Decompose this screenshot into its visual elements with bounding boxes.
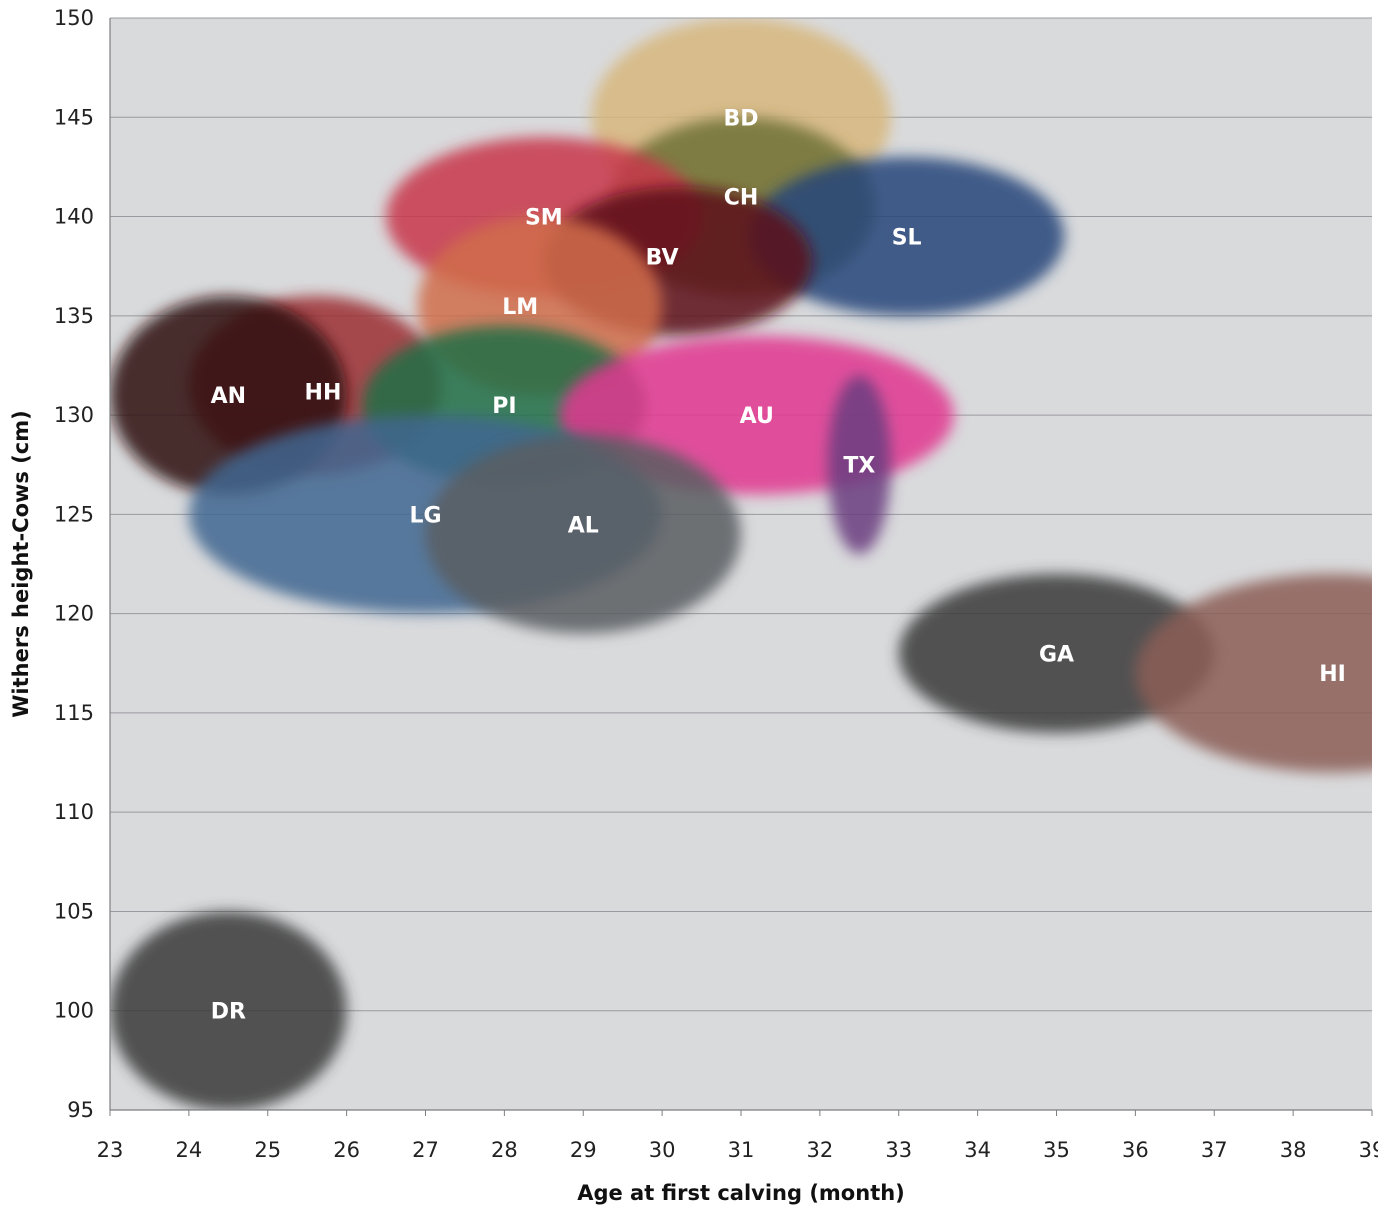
breed-ellipse-sl xyxy=(748,156,1065,316)
x-tick-label: 26 xyxy=(333,1138,360,1162)
y-tick-label: 100 xyxy=(54,999,94,1023)
breed-label-sm: SM xyxy=(525,206,563,231)
breed-label-bd: BD xyxy=(723,106,758,131)
x-tick-label: 33 xyxy=(885,1138,912,1162)
x-tick-label: 36 xyxy=(1122,1138,1149,1162)
y-tick-label: 110 xyxy=(54,800,94,824)
breed-label-tx: TX xyxy=(843,454,875,479)
breed-label-ga: GA xyxy=(1039,642,1074,667)
x-tick-label: 38 xyxy=(1280,1138,1307,1162)
y-tick-label: 120 xyxy=(54,602,94,626)
y-axis-title: Withers height-Cows (cm) xyxy=(9,410,33,717)
x-tick-label: 27 xyxy=(412,1138,439,1162)
y-tick-label: 135 xyxy=(54,304,94,328)
x-tick-label: 24 xyxy=(176,1138,203,1162)
y-tick-label: 115 xyxy=(54,701,94,725)
y-tick-label: 125 xyxy=(54,502,94,526)
x-tick-label: 31 xyxy=(728,1138,755,1162)
x-tick-label: 29 xyxy=(570,1138,597,1162)
x-tick-label: 39 xyxy=(1359,1138,1378,1162)
y-tick-label: 140 xyxy=(54,205,94,229)
breed-label-au: AU xyxy=(740,404,774,429)
x-tick-label: 32 xyxy=(807,1138,834,1162)
x-axis-title: Age at first calving (month) xyxy=(577,1181,905,1205)
breed-ellipse-ga xyxy=(898,573,1215,733)
breed-ellipse-hi xyxy=(1135,573,1372,773)
y-tick-label: 95 xyxy=(67,1098,94,1122)
breed-label-hi: HI xyxy=(1319,662,1346,687)
x-tick-label: 28 xyxy=(491,1138,518,1162)
breed-label-dr: DR xyxy=(211,1000,246,1025)
x-tick-label: 37 xyxy=(1201,1138,1228,1162)
x-tick-label: 34 xyxy=(964,1138,991,1162)
breed-ellipse-dr xyxy=(110,911,347,1110)
y-tick-label: 105 xyxy=(54,899,94,923)
y-tick-label: 130 xyxy=(54,403,94,427)
breed-label-pi: PI xyxy=(492,394,516,419)
x-tick-label: 30 xyxy=(649,1138,676,1162)
breed-label-sl: SL xyxy=(892,225,922,250)
x-tick-label: 23 xyxy=(97,1138,124,1162)
breed-ellipse-al xyxy=(425,434,741,634)
breed-ellipses xyxy=(110,18,1372,1110)
breed-label-an: AN xyxy=(211,384,246,409)
y-tick-label: 145 xyxy=(54,105,94,129)
breed-label-bv: BV xyxy=(646,245,679,270)
breed-labels: BD CH SL SM BV LM HH AN PI AU TX LG AL GA HI DR xyxy=(211,106,1346,1024)
breed-ellipse-tx xyxy=(827,375,891,555)
breed-label-ch: CH xyxy=(724,186,759,211)
y-tick-label: 150 xyxy=(54,6,94,30)
breed-label-lg: LG xyxy=(409,503,441,528)
breed-label-hh: HH xyxy=(305,380,342,405)
x-tick-label: 35 xyxy=(1043,1138,1070,1162)
x-tick-label: 25 xyxy=(254,1138,281,1162)
breed-label-al: AL xyxy=(568,513,599,538)
breed-label-lm: LM xyxy=(502,295,538,320)
